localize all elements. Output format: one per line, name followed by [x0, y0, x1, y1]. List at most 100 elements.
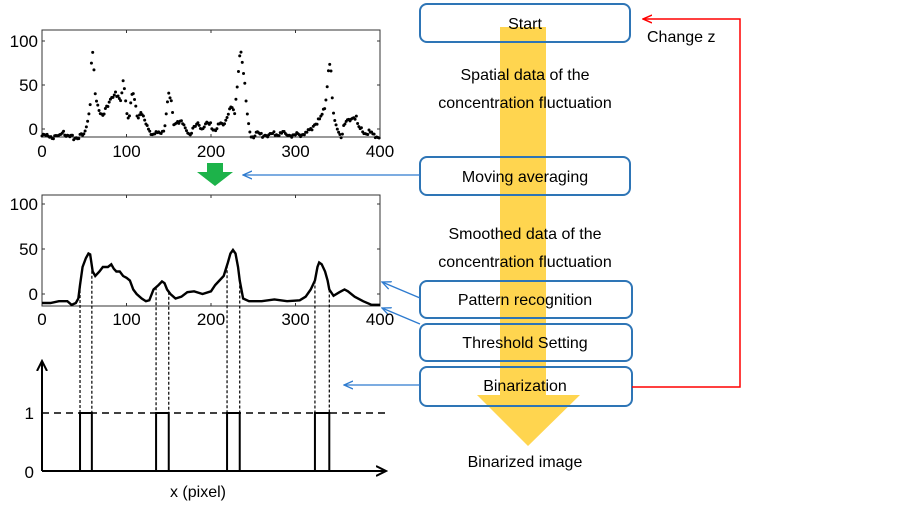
data-point [127, 114, 131, 118]
data-point [133, 97, 137, 101]
y-tick-label: 100 [10, 32, 38, 51]
data-point [139, 111, 143, 115]
data-point [315, 122, 319, 126]
data-point [340, 132, 344, 136]
spatial-data-note-line1: Spatial data of the [461, 67, 590, 84]
data-point [202, 125, 206, 129]
data-point [138, 113, 142, 117]
spatial-data-note-line2: concentration fluctuation [438, 95, 611, 112]
y-tick-label: 50 [19, 76, 38, 95]
change-z-loop-arrow [632, 19, 741, 388]
data-point [143, 118, 147, 122]
data-point [131, 92, 135, 96]
data-point [244, 99, 248, 103]
data-point [124, 99, 128, 103]
data-point [141, 114, 145, 118]
data-point [183, 126, 187, 130]
data-point [356, 121, 360, 125]
flow-step-label: Threshold Setting [462, 335, 587, 352]
data-point [164, 112, 168, 116]
process-flow-arrow [477, 27, 580, 446]
data-point [209, 121, 213, 125]
plot-frame [41, 29, 381, 138]
data-point [223, 122, 227, 126]
binary-pulse [226, 412, 241, 471]
data-point [134, 104, 138, 108]
data-point [329, 69, 333, 73]
data-point [225, 115, 229, 119]
data-point [184, 129, 188, 133]
binary-pulse [313, 412, 331, 471]
data-point [224, 118, 228, 122]
y-tick-label: 100 [10, 195, 38, 214]
flow-step-threshold-setting[interactable]: Threshold Setting [419, 323, 633, 362]
data-point [239, 50, 243, 54]
flow-step-start[interactable]: Start [419, 3, 631, 43]
green-down-arrow [197, 163, 233, 186]
data-point [112, 93, 116, 97]
data-point [215, 127, 219, 131]
data-point [259, 131, 263, 135]
charts: 0 100 200 300 400 0 50 100 0 100 200 300 400 0 50 100 1 0… [10, 29, 394, 501]
data-point [95, 99, 99, 103]
x-tick-label: 200 [197, 142, 225, 161]
data-point [240, 60, 244, 64]
data-point [238, 54, 242, 58]
data-point [163, 124, 167, 128]
data-point [82, 132, 86, 136]
data-point [91, 50, 95, 54]
flow-step-moving-averaging[interactable]: Moving averaging [419, 156, 631, 196]
data-point [353, 117, 357, 121]
data-point [51, 137, 55, 141]
x-tick-label: 400 [366, 310, 394, 329]
data-point [117, 96, 121, 100]
data-point [116, 94, 120, 98]
data-point [120, 91, 124, 95]
binary-pulse [79, 412, 93, 471]
binarized-image-note: Binarized image [468, 454, 583, 471]
data-point [337, 130, 341, 134]
flow-step-label: Moving averaging [462, 169, 588, 186]
data-point [162, 129, 166, 133]
data-point [320, 112, 324, 116]
data-point [111, 95, 115, 99]
data-point [153, 132, 157, 136]
data-point [169, 99, 173, 103]
data-point [323, 107, 327, 111]
binary-pulse [155, 412, 170, 471]
data-point [190, 131, 194, 135]
data-point [179, 119, 183, 123]
data-point [89, 61, 93, 65]
data-point [290, 135, 294, 139]
data-point [84, 125, 88, 129]
smoothed-data-note-line1: Smoothed data of the [449, 226, 602, 243]
data-point [233, 112, 237, 116]
data-point [328, 62, 332, 66]
data-point [62, 129, 66, 133]
data-point [305, 130, 309, 134]
data-point [343, 122, 347, 126]
y-tick-label: 1 [25, 404, 34, 423]
data-point [148, 129, 152, 133]
data-point [231, 108, 235, 112]
x-axis-label: x (pixel) [170, 484, 226, 501]
data-point [193, 124, 197, 128]
data-point [122, 87, 126, 91]
y-tick-label: 50 [19, 240, 38, 259]
data-point [242, 72, 246, 76]
data-point [129, 101, 133, 105]
data-point [226, 112, 230, 116]
flow-step-pattern-recognition[interactable]: Pattern recognition [419, 280, 633, 319]
data-point [339, 136, 343, 140]
flow-step-label: Pattern recognition [458, 292, 592, 309]
data-point [136, 116, 140, 120]
x-tick-label: 100 [112, 310, 140, 329]
data-point [114, 90, 118, 94]
data-point [103, 107, 107, 111]
data-point [88, 103, 92, 107]
data-point [253, 134, 257, 138]
data-point [93, 92, 97, 96]
data-point [97, 108, 101, 112]
data-point [324, 98, 328, 102]
data-point [102, 112, 106, 116]
